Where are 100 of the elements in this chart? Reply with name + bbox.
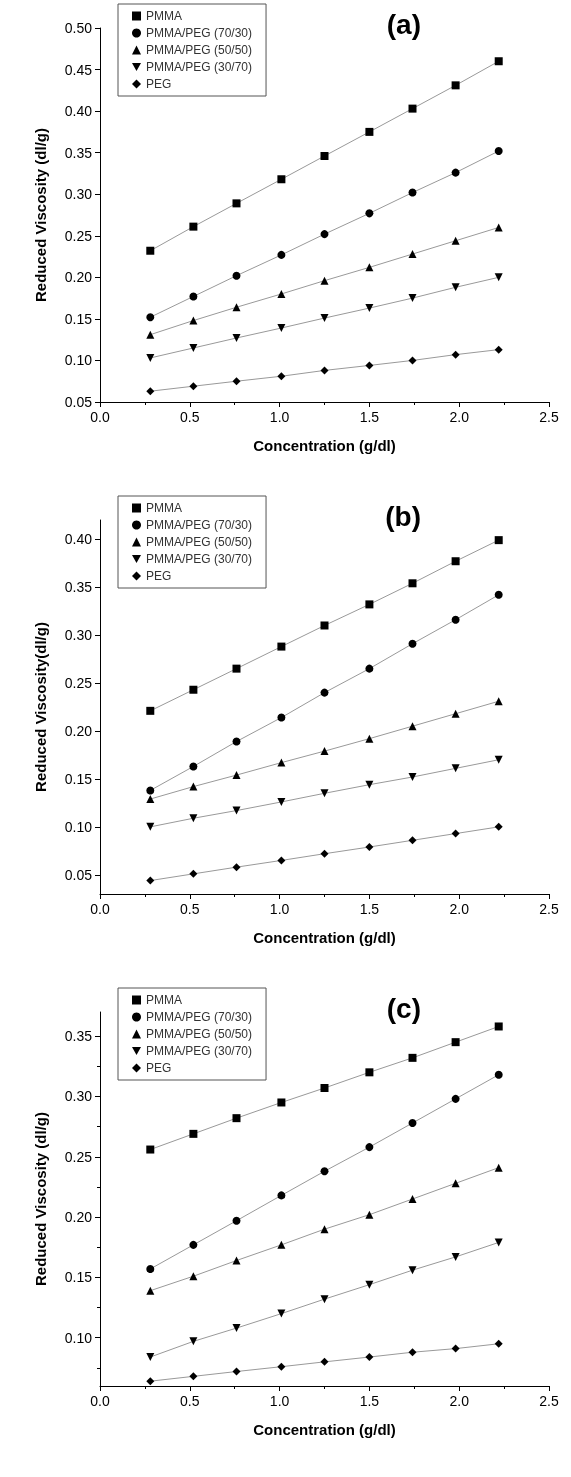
point [451, 236, 460, 245]
x-axis-title: Concentration (g/dl) [253, 1421, 396, 1438]
legend-label: PEG [146, 77, 172, 91]
point [277, 797, 286, 806]
x-tick-label: 2.5 [539, 1393, 559, 1409]
point [408, 1053, 417, 1062]
point [365, 600, 374, 609]
point [408, 773, 417, 782]
point [189, 814, 198, 823]
point [320, 151, 329, 160]
y-tick-label: 0.30 [64, 1088, 93, 1105]
legend-label: PMMA/PEG (30/70) [146, 1044, 253, 1058]
point [451, 615, 460, 624]
y-tick-label: 0.05 [64, 394, 93, 410]
point [365, 1353, 374, 1362]
x-tick-label: 2.5 [539, 409, 559, 425]
y-tick-label: 0.05 [64, 866, 93, 883]
point [320, 1167, 329, 1176]
point [408, 188, 417, 197]
point [365, 304, 374, 313]
point [146, 1145, 155, 1154]
y-tick-label: 0.25 [64, 675, 93, 692]
point [277, 713, 286, 722]
point [189, 343, 198, 352]
y-tick-label: 0.10 [64, 352, 93, 369]
y-axis-title: Reduced Viscosity (dl/g) [32, 128, 49, 302]
point [451, 1094, 460, 1103]
point [146, 795, 155, 804]
point [365, 1068, 374, 1077]
point [146, 1264, 155, 1273]
y-tick-label: 0.10 [64, 1329, 93, 1346]
legend-label: PMMA [146, 9, 182, 23]
point [146, 876, 155, 885]
annotation: (c) [386, 992, 422, 1024]
point [365, 361, 374, 370]
point [494, 57, 503, 66]
x-tick-label: 2.0 [449, 1393, 470, 1409]
point [189, 1240, 198, 1249]
point [277, 289, 286, 298]
point [451, 283, 460, 292]
point [494, 590, 503, 599]
point [232, 664, 241, 673]
point [189, 316, 198, 325]
point [451, 764, 460, 773]
point [408, 294, 417, 303]
point [451, 1038, 460, 1047]
point [146, 1377, 155, 1386]
point [408, 356, 417, 365]
x-tick-label: 0.5 [180, 409, 200, 425]
point [146, 786, 155, 795]
x-tick-label: 1.5 [359, 409, 380, 425]
legend-label: PMMA/PEG (70/30) [146, 26, 253, 40]
y-tick-label: 0.30 [64, 627, 93, 644]
point [408, 836, 417, 845]
x-tick-label: 0.0 [90, 901, 110, 917]
point [408, 1119, 417, 1127]
y-tick-label: 0.35 [64, 579, 93, 596]
point [277, 1098, 286, 1107]
point [494, 1163, 503, 1172]
annotation: (b) [385, 500, 422, 532]
point [365, 1143, 374, 1152]
y-tick-label: 0.40 [64, 103, 93, 120]
point [365, 127, 374, 136]
point [277, 856, 286, 865]
point [365, 734, 374, 743]
point [494, 822, 503, 831]
point [408, 639, 417, 648]
point [189, 869, 198, 878]
point [232, 334, 241, 342]
point [232, 771, 241, 780]
point [232, 1367, 241, 1376]
point [494, 1022, 503, 1031]
point [189, 382, 198, 391]
point [189, 222, 198, 231]
point [365, 1210, 374, 1219]
y-tick-label: 0.25 [64, 1148, 93, 1165]
point [320, 1295, 329, 1304]
point [277, 250, 286, 259]
x-axis-title: Concentration (g/dl) [253, 437, 396, 454]
legend-label: PMMA/PEG (70/30) [146, 1010, 253, 1024]
y-tick-label: 0.35 [64, 144, 93, 161]
point [365, 843, 374, 852]
point [451, 1344, 460, 1353]
point [494, 1339, 503, 1348]
point [408, 104, 417, 113]
point [146, 1353, 155, 1362]
y-tick-label: 0.45 [64, 61, 93, 78]
x-tick-label: 1.0 [269, 409, 290, 425]
x-tick-label: 1.5 [359, 1393, 380, 1409]
y-tick-label: 0.40 [64, 531, 93, 548]
point [232, 271, 241, 280]
point [451, 350, 460, 359]
point [451, 557, 460, 566]
y-tick-label: 0.15 [64, 770, 93, 787]
point [232, 199, 241, 208]
point [277, 372, 286, 381]
point [451, 709, 460, 718]
point [232, 1324, 241, 1333]
legend-label: PMMA [146, 993, 182, 1007]
point [146, 313, 155, 322]
